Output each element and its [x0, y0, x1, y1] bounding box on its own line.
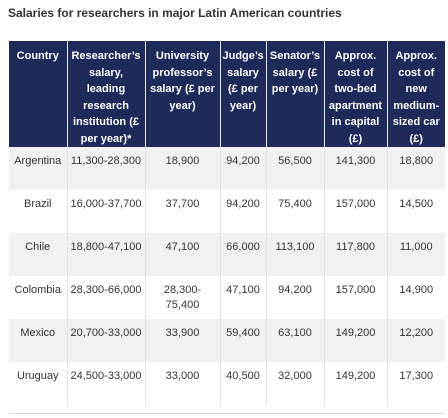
- cell-car-cost: 18,800: [387, 147, 445, 190]
- header-professor-salary: University professor’s salary (£ per yea…: [145, 41, 221, 147]
- cell-country: Brazil: [9, 190, 68, 233]
- cell-judge-salary: 94,200: [220, 190, 267, 233]
- cell-senator-salary: 94,200: [266, 276, 325, 319]
- cell-country: Colombia: [9, 276, 68, 319]
- cell-researcher-salary: 11,300-28,300: [67, 147, 146, 190]
- cell-country: Uruguay: [9, 362, 68, 405]
- header-researcher-salary: Researcher’s salary, leading research in…: [67, 41, 146, 147]
- cell-senator-salary: 63,100: [266, 319, 325, 362]
- cell-apartment-cost: 149,200: [324, 362, 388, 405]
- cell-judge-salary: 47,100: [220, 276, 267, 319]
- cell-researcher-salary: 16,000-37,700: [67, 190, 146, 233]
- cell-country: Mexico: [9, 319, 68, 362]
- header-row: Country Researcher’s salary, leading res…: [9, 41, 445, 147]
- cell-senator-salary: 75,400: [266, 190, 325, 233]
- cell-professor-salary: 33,000: [145, 362, 221, 405]
- cell-car-cost: 11,000: [387, 233, 445, 276]
- cell-professor-salary: 47,100: [145, 233, 221, 276]
- cell-car-cost: 12,200: [387, 319, 445, 362]
- cell-researcher-salary: 24,500-33,000: [67, 362, 146, 405]
- cell-judge-salary: 59,400: [220, 319, 267, 362]
- cell-professor-salary: 37,700: [145, 190, 221, 233]
- cell-car-cost: 14,500: [387, 190, 445, 233]
- table-row: Uruguay 24,500-33,000 33,000 40,500 32,0…: [9, 362, 445, 405]
- cell-car-cost: 17,300: [387, 362, 445, 405]
- cell-researcher-salary: 20,700-33,000: [67, 319, 146, 362]
- cell-professor-salary: 18,900: [145, 147, 221, 190]
- table-row: Brazil 16,000-37,700 37,700 94,200 75,40…: [9, 190, 445, 233]
- cell-apartment-cost: 157,000: [324, 190, 388, 233]
- cell-senator-salary: 56,500: [266, 147, 325, 190]
- cell-judge-salary: 94,200: [220, 147, 267, 190]
- header-country: Country: [9, 41, 68, 147]
- cell-car-cost: 14,900: [387, 276, 445, 319]
- cell-senator-salary: 32,000: [266, 362, 325, 405]
- table-row: Chile 18,800-47,100 47,100 66,000 113,10…: [9, 233, 445, 276]
- cell-judge-salary: 40,500: [220, 362, 267, 405]
- cell-researcher-salary: 18,800-47,100: [67, 233, 146, 276]
- table-row: Colombia 28,300-66,000 28,300-75,400 47,…: [9, 276, 445, 319]
- cell-researcher-salary: 28,300-66,000: [67, 276, 146, 319]
- cell-judge-salary: 66,000: [220, 233, 267, 276]
- header-apartment-cost: Approx. cost of two-bed apartment in cap…: [324, 41, 388, 147]
- cell-professor-salary: 33,900: [145, 319, 221, 362]
- table-title: Salaries for researchers in major Latin …: [8, 6, 342, 20]
- header-judge-salary: Judge’s salary (£ per year): [220, 41, 267, 147]
- salary-table: Country Researcher’s salary, leading res…: [9, 41, 445, 405]
- cell-senator-salary: 113,100: [266, 233, 325, 276]
- cell-apartment-cost: 149,200: [324, 319, 388, 362]
- cell-apartment-cost: 157,000: [324, 276, 388, 319]
- table-row: Mexico 20,700-33,000 33,900 59,400 63,10…: [9, 319, 445, 362]
- cell-country: Argentina: [9, 147, 68, 190]
- cell-apartment-cost: 141,300: [324, 147, 388, 190]
- table-bottom-border: [9, 413, 445, 414]
- cell-apartment-cost: 117,800: [324, 233, 388, 276]
- table-row: Argentina 11,300-28,300 18,900 94,200 56…: [9, 147, 445, 190]
- header-senator-salary: Senator’s salary (£ per year): [266, 41, 325, 147]
- cell-professor-salary: 28,300-75,400: [145, 276, 221, 319]
- header-car-cost: Approx. cost of new medium-sized car (£): [387, 41, 445, 147]
- cell-country: Chile: [9, 233, 68, 276]
